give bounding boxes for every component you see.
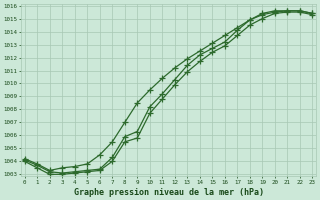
X-axis label: Graphe pression niveau de la mer (hPa): Graphe pression niveau de la mer (hPa) [74,188,264,197]
